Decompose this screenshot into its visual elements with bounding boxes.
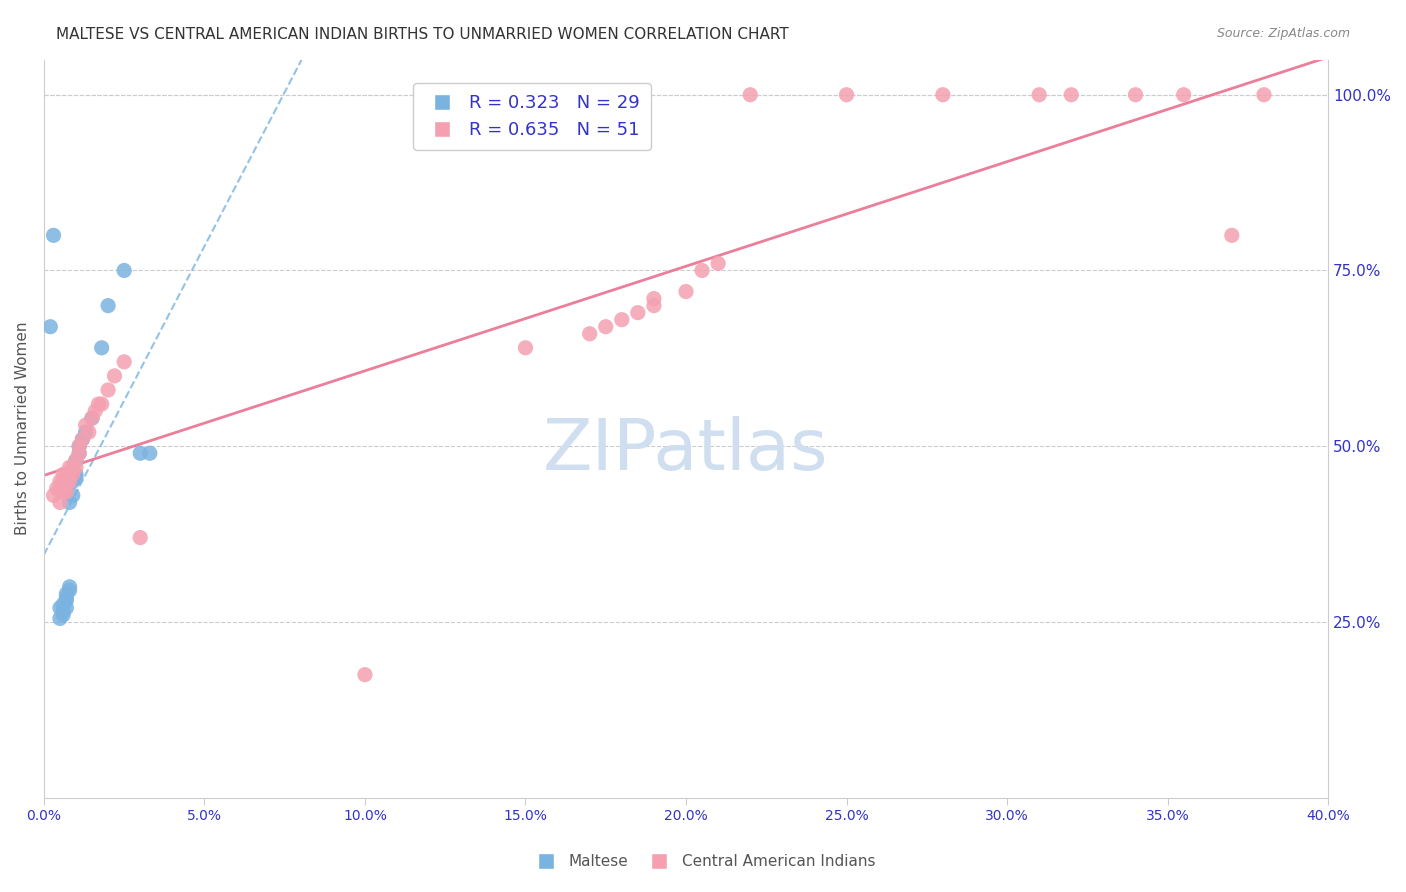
Point [75, 425, 97, 439]
Point [129, 531, 152, 545]
Point [835, 87, 858, 102]
Point [49, 482, 72, 496]
Point [39, 319, 62, 334]
Point [58, 583, 80, 598]
Legend: R = 0.323   N = 29, R = 0.635   N = 51: R = 0.323 N = 29, R = 0.635 N = 51 [413, 83, 651, 150]
Point [65, 460, 87, 475]
Point [1125, 87, 1147, 102]
Point [1173, 87, 1195, 102]
Point [62, 488, 84, 502]
Point [675, 285, 697, 299]
Point [578, 326, 600, 341]
Point [65, 453, 87, 467]
Text: ZIPatlas: ZIPatlas [543, 417, 828, 485]
Point [80, 411, 103, 425]
Point [49, 600, 72, 615]
Point [65, 467, 87, 482]
Point [75, 418, 97, 433]
Point [595, 319, 617, 334]
Point [58, 460, 80, 475]
Point [42, 228, 65, 243]
Point [55, 594, 77, 608]
Point [139, 446, 162, 460]
Point [690, 263, 713, 277]
Point [52, 484, 75, 499]
Point [67, 439, 90, 453]
Point [55, 467, 77, 482]
Point [49, 475, 72, 489]
Point [55, 587, 77, 601]
Text: Source: ZipAtlas.com: Source: ZipAtlas.com [1216, 27, 1350, 40]
Point [515, 341, 537, 355]
Point [67, 439, 90, 453]
Point [58, 580, 80, 594]
Point [67, 446, 90, 460]
Point [1220, 228, 1243, 243]
Point [112, 355, 135, 369]
Point [67, 446, 90, 460]
Point [354, 667, 377, 681]
Point [1253, 87, 1275, 102]
Point [129, 446, 152, 460]
Point [740, 87, 762, 102]
Y-axis label: Births to Unmarried Women: Births to Unmarried Women [15, 322, 30, 535]
Point [55, 600, 77, 615]
Point [42, 488, 65, 502]
Point [65, 471, 87, 485]
Point [49, 495, 72, 509]
Point [62, 460, 84, 475]
Point [52, 598, 75, 612]
Point [58, 467, 80, 482]
Point [55, 591, 77, 605]
Point [643, 299, 665, 313]
Point [52, 607, 75, 622]
Point [52, 467, 75, 482]
Point [58, 495, 80, 509]
Point [45, 482, 67, 496]
Point [55, 484, 77, 499]
Point [55, 478, 77, 492]
Point [87, 397, 110, 411]
Point [112, 263, 135, 277]
Point [932, 87, 955, 102]
Point [103, 368, 125, 383]
Point [72, 432, 94, 446]
Point [72, 432, 94, 446]
Point [49, 611, 72, 625]
Point [52, 475, 75, 489]
Point [610, 312, 633, 326]
Point [97, 299, 120, 313]
Point [1060, 87, 1083, 102]
Point [707, 256, 730, 270]
Point [80, 411, 103, 425]
Point [84, 404, 107, 418]
Point [90, 341, 112, 355]
Point [77, 425, 100, 439]
Point [58, 475, 80, 489]
Point [1028, 87, 1050, 102]
Point [627, 306, 650, 320]
Point [62, 467, 84, 482]
Point [65, 453, 87, 467]
Point [97, 383, 120, 397]
Point [643, 292, 665, 306]
Point [52, 604, 75, 618]
Text: MALTESE VS CENTRAL AMERICAN INDIAN BIRTHS TO UNMARRIED WOMEN CORRELATION CHART: MALTESE VS CENTRAL AMERICAN INDIAN BIRTH… [56, 27, 789, 42]
Legend: Maltese, Central American Indians: Maltese, Central American Indians [524, 848, 882, 875]
Point [62, 475, 84, 489]
Point [90, 397, 112, 411]
